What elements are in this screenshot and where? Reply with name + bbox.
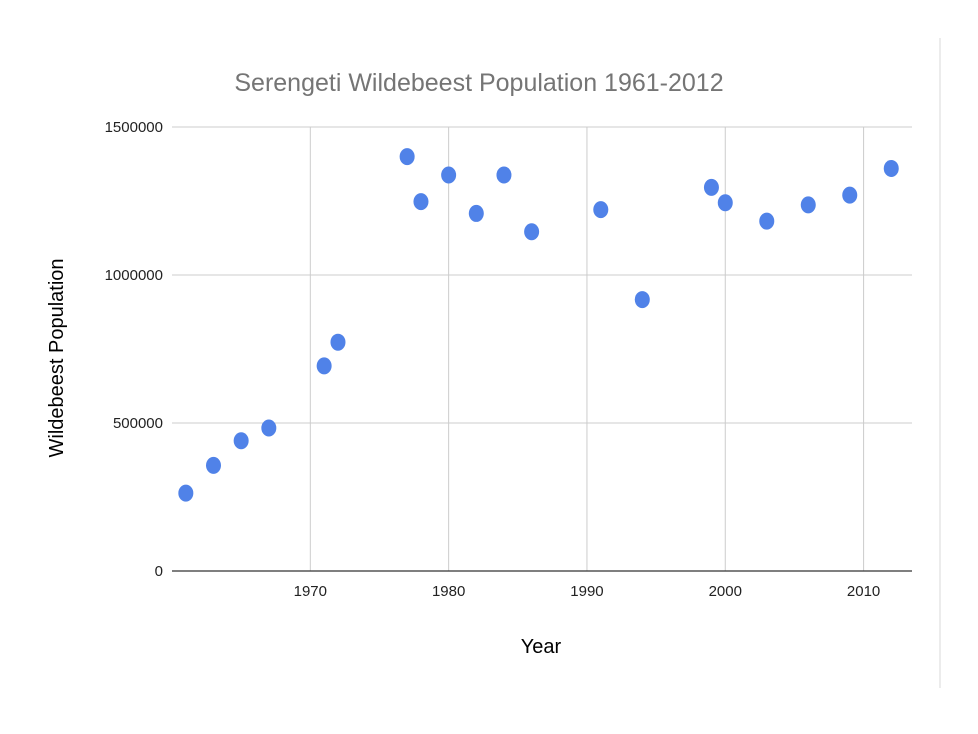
data-point	[800, 196, 816, 214]
data-point	[703, 178, 719, 196]
x-tick-label: 1970	[294, 583, 327, 600]
data-point	[441, 166, 457, 184]
data-point	[524, 223, 540, 241]
y-tick-label: 1500000	[105, 119, 163, 136]
data-point	[883, 159, 899, 177]
data-point	[593, 201, 609, 219]
y-gridlines	[172, 126, 912, 424]
data-point	[842, 186, 858, 204]
x-tick-label: 2000	[709, 583, 742, 600]
y-tick-labels: 0 500000 1000000 1500000	[105, 119, 163, 580]
x-tick-labels: 1970 1980 1990 2000 2010	[294, 583, 881, 600]
data-point	[468, 204, 484, 222]
data-point	[316, 357, 332, 375]
data-point	[399, 148, 415, 166]
x-gridlines	[309, 127, 865, 571]
data-point	[178, 484, 194, 502]
data-point	[205, 456, 221, 474]
x-axis-label: Year	[521, 636, 562, 658]
data-point	[717, 194, 733, 212]
data-point	[330, 333, 346, 351]
y-tick-label: 500000	[113, 415, 163, 432]
chart-title: Serengeti Wildebeest Population 1961-201…	[234, 69, 723, 97]
y-tick-label: 1000000	[105, 267, 163, 284]
data-points	[178, 148, 899, 502]
data-point	[413, 193, 429, 211]
y-tick-label: 0	[155, 563, 163, 580]
data-point	[759, 212, 775, 230]
x-tick-label: 1990	[570, 583, 603, 600]
x-tick-label: 1980	[432, 583, 465, 600]
data-point	[634, 291, 650, 309]
x-tick-label: 2010	[847, 583, 880, 600]
data-point	[261, 419, 277, 437]
data-point	[233, 432, 249, 450]
y-axis-label: Wildebeest Population	[46, 258, 68, 457]
data-point	[496, 166, 512, 184]
